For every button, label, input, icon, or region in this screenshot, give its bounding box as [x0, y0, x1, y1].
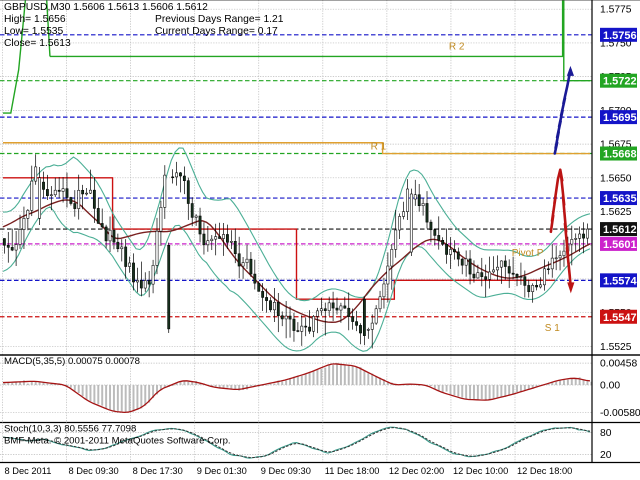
svg-text:1.5695: 1.5695 [603, 112, 637, 124]
svg-text:Stoch(10,3,3) 80.5556 77.7098: Stoch(10,3,3) 80.5556 77.7098 [4, 424, 136, 435]
svg-text:9 Dec 09:30: 9 Dec 09:30 [261, 466, 311, 476]
svg-text:1.5635: 1.5635 [603, 193, 637, 205]
svg-text:12 Dec 10:00: 12 Dec 10:00 [453, 466, 508, 476]
svg-text:12 Dec 18:00: 12 Dec 18:00 [517, 466, 572, 476]
svg-text:1.5574: 1.5574 [603, 275, 638, 287]
svg-text:Close= 1.5613: Close= 1.5613 [4, 38, 71, 49]
svg-text:1.5668: 1.5668 [603, 149, 637, 161]
svg-text:1.5547: 1.5547 [603, 312, 637, 324]
svg-text:R 1: R 1 [371, 142, 387, 153]
svg-text:BMF-Meta. © 2001-2011 MetaQuot: BMF-Meta. © 2001-2011 MetaQuotes Softwar… [4, 436, 231, 447]
svg-text:1.5650: 1.5650 [600, 173, 632, 184]
svg-text:1.5625: 1.5625 [600, 207, 632, 218]
svg-text:8 Dec 09:30: 8 Dec 09:30 [69, 466, 119, 476]
svg-text:GBPUSD,M30 1.5606 1.5613 1.56: GBPUSD,M30 1.5606 1.5613 1.5606 1.5612 [4, 2, 208, 13]
svg-text:0.00458: 0.00458 [600, 359, 637, 370]
svg-text:20: 20 [600, 450, 612, 461]
svg-text:S 1: S 1 [545, 323, 560, 334]
svg-text:11 Dec 18:00: 11 Dec 18:00 [325, 466, 380, 476]
svg-text:8 Dec 2011: 8 Dec 2011 [5, 466, 52, 476]
svg-text:1.5775: 1.5775 [600, 5, 632, 16]
svg-text:8 Dec 17:30: 8 Dec 17:30 [133, 466, 183, 476]
svg-text:1.5756: 1.5756 [603, 30, 637, 42]
svg-text:Low= 1.5535: Low= 1.5535 [4, 26, 64, 37]
svg-text:R 2: R 2 [449, 42, 465, 53]
svg-text:80: 80 [600, 428, 612, 439]
svg-text:High= 1.5656: High= 1.5656 [4, 14, 66, 25]
svg-text:Current Days Range= 0.17: Current Days Range= 0.17 [155, 26, 278, 37]
svg-text:Pivot P: Pivot P [512, 248, 544, 259]
svg-text:-0.00580: -0.00580 [600, 408, 640, 419]
svg-text:1.5612: 1.5612 [603, 224, 637, 236]
svg-text:9 Dec 01:30: 9 Dec 01:30 [197, 466, 247, 476]
svg-text:12 Dec 02:00: 12 Dec 02:00 [389, 466, 444, 476]
svg-text:1.5525: 1.5525 [600, 342, 632, 353]
svg-text:1.5722: 1.5722 [603, 76, 637, 88]
svg-text:0.00: 0.00 [600, 381, 620, 392]
svg-text:MACD(5,35,5) 0.00075 0.00078: MACD(5,35,5) 0.00075 0.00078 [4, 356, 140, 367]
svg-text:Previous Days Range= 1.21: Previous Days Range= 1.21 [155, 14, 284, 25]
svg-text:1.5601: 1.5601 [603, 239, 637, 251]
